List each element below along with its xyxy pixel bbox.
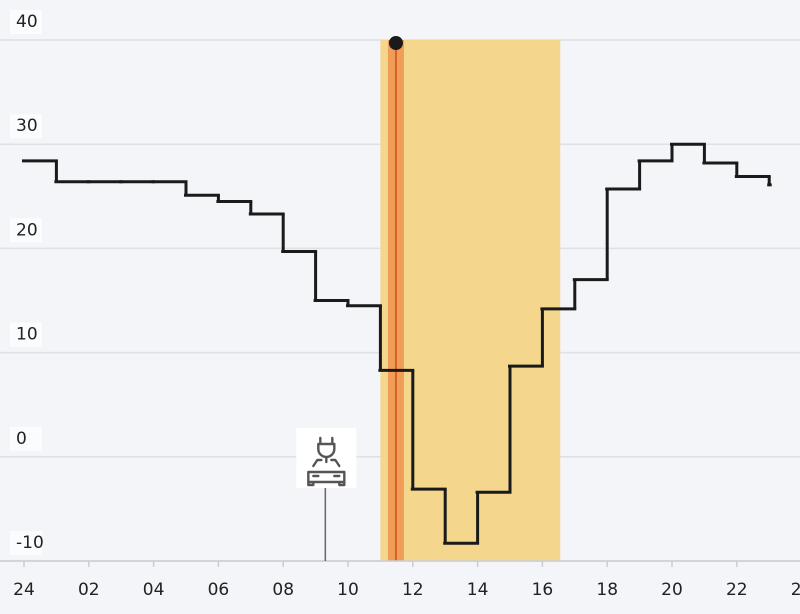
x-tick-label: 24 [791,580,800,600]
y-tick-label: -10 [16,533,44,553]
x-tick-label: 14 [467,580,489,600]
event-icon [296,428,357,488]
y-tick-label: 20 [16,220,38,240]
x-tick-label: 06 [208,580,230,600]
x-tick-label: 24 [13,580,35,600]
x-tick-label: 10 [337,580,359,600]
x-tick-label: 12 [402,580,424,600]
event-icon-glyph [307,436,346,487]
x-tick-label: 16 [532,580,554,600]
y-tick-label-bg [10,114,42,139]
x-tick-label: 18 [596,580,618,600]
y-tick-label: 0 [16,429,27,449]
y-tick-label-bg [10,322,42,347]
y-tick-label-bg [10,10,42,34]
x-tick-label: 22 [726,580,748,600]
y-tick-label: 30 [16,116,38,136]
current-dot [388,36,403,50]
y-tick-label-bg [10,531,42,555]
y-tick-label-bg [10,426,42,451]
x-tick-label: 02 [78,580,100,600]
y-tick-label: 40 [16,12,38,32]
x-tick-label: 20 [661,580,683,600]
highlight-band [380,40,561,561]
x-tick-label: 04 [143,580,165,600]
x-tick-label: 08 [272,580,294,600]
y-tick-label-bg [10,218,42,243]
y-tick-label: 10 [16,325,38,345]
